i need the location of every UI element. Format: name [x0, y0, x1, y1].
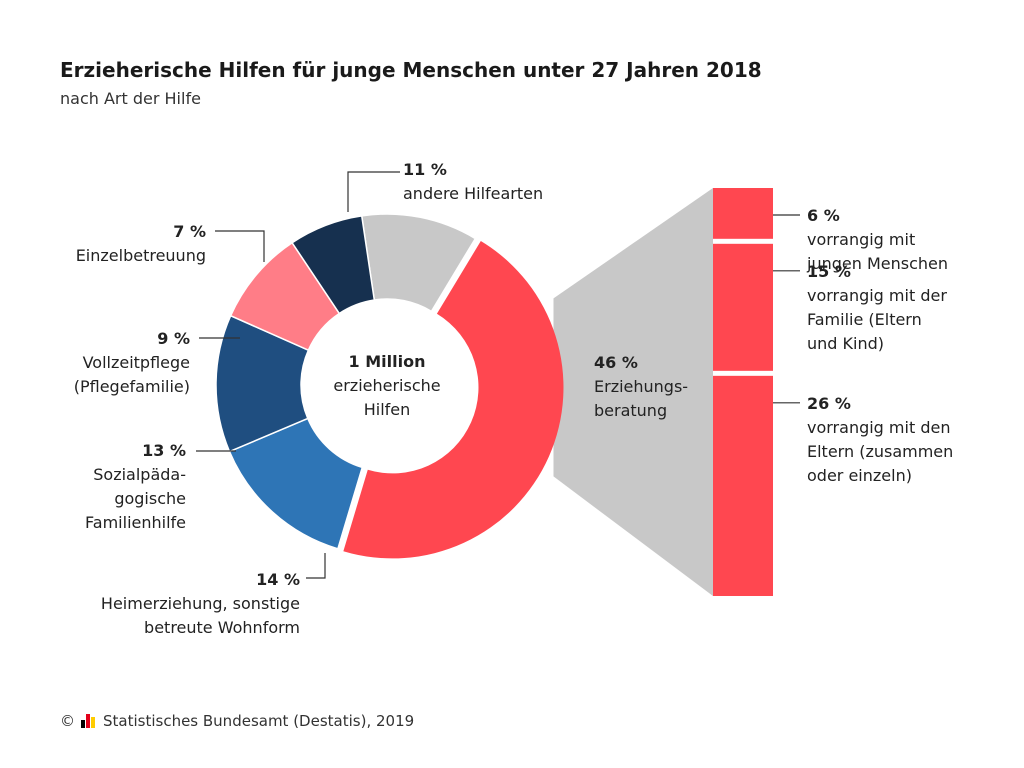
slice-label-6: 7 % Einzelbetreuung: [76, 222, 206, 265]
breakdown-percent-label: 15 %: [807, 262, 851, 281]
donut-center-label: erzieherische: [333, 376, 440, 395]
breakdown-bar-segment-3: [713, 375, 773, 596]
slice-label-4: 13 % Sozialpäda-gogische Familienhilfe: [85, 441, 186, 532]
slice-category-label: Erziehungs-: [594, 377, 688, 396]
breakdown-label-1: 6 % vorrangig mit jungen Menschen: [806, 206, 948, 273]
slice-percent-label: 9 %: [157, 329, 190, 348]
slice-category-label: Familienhilfe: [85, 513, 186, 532]
slice-percent-label: 13 %: [142, 441, 186, 460]
slice-label-3: 14 % Heimerziehung, sonstige betreute Wohn…: [101, 570, 300, 637]
slice-category-label: beratung: [594, 401, 667, 420]
logo-bar-gold: [91, 717, 95, 728]
slice-label-1: 11 % andere Hilfearten: [403, 160, 543, 203]
slice-category-label: betreute Wohnform: [144, 618, 300, 637]
leader-line: [215, 230, 265, 262]
breakdown-percent-label: 6 %: [807, 206, 840, 225]
breakdown-category-label: vorrangig mit: [807, 230, 915, 249]
breakdown-category-label: vorrangig mit den: [807, 418, 950, 437]
chart-title: Erzieherische Hilfen für junge Menschen …: [60, 58, 762, 82]
slice-label-5: 9 % Vollzeitpflege (Pflegefamilie): [74, 329, 190, 396]
breakdown-category-label: oder einzeln): [807, 466, 912, 485]
chart-subtitle: nach Art der Hilfe: [60, 89, 201, 108]
slice-category-label: andere Hilfearten: [403, 184, 543, 203]
breakdown-label-2: 15 % vorrangig mit der Familie (Eltern und …: [807, 262, 947, 353]
source-footer: © Statistisches Bundesamt (Destatis), 20…: [60, 712, 414, 730]
donut-slice-6: [291, 215, 376, 315]
donut-center-label: Hilfen: [364, 400, 411, 419]
slice-category-label: Sozialpäda-: [93, 465, 186, 484]
slice-category-label: Einzelbetreuung: [76, 246, 206, 265]
logo-bar-black: [81, 720, 85, 728]
donut-slice-1: [360, 213, 477, 313]
breakdown-category-label: und Kind): [807, 334, 884, 353]
slice-percent-label: 14 %: [256, 570, 300, 589]
donut-slice-2: [343, 241, 564, 559]
copyright-symbol: ©: [60, 712, 75, 730]
slice-percent-label: 11 %: [403, 160, 447, 179]
breakdown-label-3: 26 % vorrangig mit den Eltern (zusammen ode…: [807, 394, 953, 485]
slice-percent-label: 46 %: [594, 353, 638, 372]
source-text: Statistisches Bundesamt (Destatis), 2019: [103, 712, 415, 730]
breakdown-bar-segment-1: [713, 188, 773, 239]
donut-center-label: 1 Million: [349, 352, 426, 371]
breakdown-bar-segment-2: [713, 243, 773, 371]
breakdown-connector: [553, 188, 713, 596]
slice-category-label: (Pflegefamilie): [74, 377, 190, 396]
leader-line: [306, 553, 326, 579]
slice-category-label: Heimerziehung, sonstige: [101, 594, 300, 613]
logo-bar-red: [86, 714, 90, 728]
slice-percent-label: 7 %: [173, 222, 206, 241]
slice-label-2: 46 % Erziehungs-beratung: [594, 353, 688, 420]
breakdown-category-label: Familie (Eltern: [807, 310, 922, 329]
slice-category-label: Vollzeitpflege: [83, 353, 190, 372]
breakdown-category-label: Eltern (zusammen: [807, 442, 953, 461]
breakdown-category-label: jungen Menschen: [806, 254, 948, 273]
leader-line: [347, 171, 400, 212]
slice-category-label: gogische: [114, 489, 186, 508]
breakdown-percent-label: 26 %: [807, 394, 851, 413]
destatis-logo-icon: [81, 714, 97, 728]
breakdown-category-label: vorrangig mit der: [807, 286, 947, 305]
